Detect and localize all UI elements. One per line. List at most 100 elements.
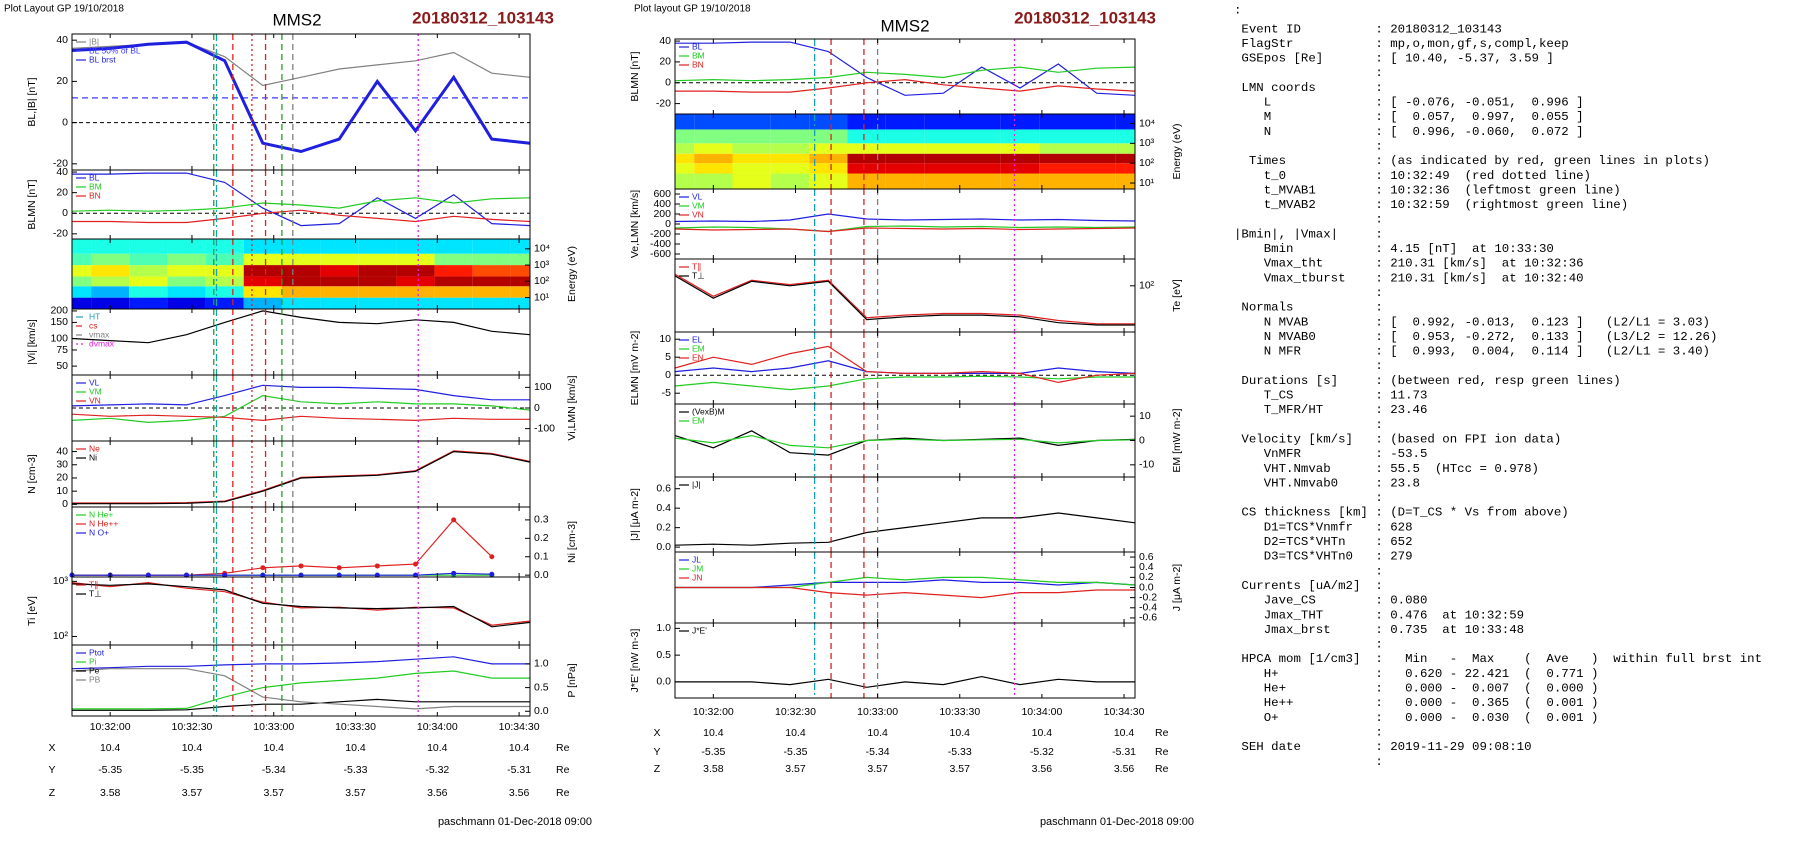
position-value: 10.4 [264, 742, 285, 754]
y-tick-label: 0 [665, 369, 671, 381]
panel: 10¹ 10² 10³ 10⁴ Energy (eV) [674, 113, 1183, 190]
spectrogram-cell [1115, 153, 1135, 164]
legend-label: BM [89, 181, 102, 191]
series-line [71, 583, 531, 628]
y-tick-label: 20 [56, 472, 68, 484]
spectrogram-cell [1000, 173, 1040, 189]
position-value: -5.35 [784, 746, 808, 758]
spectrogram-cell [129, 276, 168, 287]
series-marker [145, 572, 151, 578]
info-separator: : [1375, 755, 1382, 769]
spectrogram-cell [91, 286, 130, 298]
y-tick-label: 0.4 [656, 502, 671, 514]
x-tick-label: 10:34:30 [1104, 706, 1145, 718]
info-separator: : [1375, 432, 1382, 446]
y-tick-label: 20 [56, 186, 68, 198]
series-line [674, 345, 1136, 384]
info-label: D1=TCS*Vnmfr [1234, 520, 1353, 534]
info-label: CS thickness [km] [1234, 506, 1368, 520]
series-line [72, 450, 531, 504]
y-tick-label: 1.0 [656, 622, 671, 634]
info-label: D3=TCS*VHTn0 [1234, 550, 1353, 564]
y-tick-label: 0.5 [534, 681, 549, 693]
info-label: D2=TCS*VHTn [1234, 535, 1346, 549]
info-label: Currents [uA/m2] [1234, 579, 1360, 593]
info-label: t_MVAB1 [1234, 183, 1316, 197]
panel: 0.0 0.2 0.4 0.6 |J| [μA m-2] |J| [629, 476, 1136, 553]
spectrogram-cell [675, 129, 695, 144]
position-label: Y [653, 746, 660, 758]
info-separator: : [1375, 696, 1382, 710]
spectrogram-cell [396, 253, 435, 266]
x-tick-label: 10:33:30 [335, 721, 376, 733]
spectrogram-cell [320, 276, 359, 287]
y-tick-label: 150 [50, 316, 68, 328]
position-value: -5.32 [425, 764, 449, 776]
position-value: -5.32 [1030, 746, 1054, 758]
info-label: VHT.Nmvab [1234, 462, 1331, 476]
x-tick-label: 10:34:30 [499, 721, 540, 733]
spectrogram-cell [510, 265, 530, 277]
spectrogram-cell [129, 286, 168, 298]
y-tick-label: 400 [653, 198, 671, 210]
series-line [72, 209, 531, 224]
spectrogram-cell [72, 239, 92, 254]
info-label: GSEpos [Re] [1234, 52, 1323, 66]
y-tick-label: 0.0 [1139, 581, 1154, 593]
position-value: 3.57 [182, 787, 203, 799]
spectrogram-cell [472, 253, 511, 266]
info-separator: : [1375, 682, 1382, 696]
y-tick-label: -0.2 [1139, 591, 1157, 603]
spectrogram-cell [510, 276, 530, 287]
info-separator: : [1375, 37, 1382, 51]
position-value: 10.4 [950, 727, 971, 739]
legend-label: PB [89, 674, 101, 684]
spectrogram-cell [472, 239, 511, 254]
y-tick-label: 5 [665, 351, 671, 363]
info-separator: : [1375, 374, 1382, 388]
spectrogram-cell [167, 297, 206, 309]
legend-label: BN [89, 190, 101, 200]
series-marker [451, 517, 457, 523]
info-label: N MFR [1234, 345, 1301, 359]
y-axis-label: Energy (eV) [566, 246, 578, 302]
legend-label: cs [89, 320, 98, 330]
spectrogram-cell [885, 114, 925, 130]
info-separator: : [1375, 652, 1382, 666]
spectrogram-cell [962, 143, 1001, 154]
legend-label: EM [692, 343, 705, 353]
y-tick-label: 10¹ [1139, 177, 1155, 189]
info-label: N MVAB0 [1234, 330, 1316, 344]
legend-label: JM [692, 563, 703, 573]
series-line [71, 668, 530, 710]
legend-label: Pe [89, 665, 100, 675]
position-label: X [48, 742, 55, 754]
info-value: 10:32:49 (red dotted line) [1390, 169, 1591, 183]
info-value: 0.080 [1390, 594, 1427, 608]
y-tick-label: 0.5 [656, 649, 671, 661]
spectrogram-cell [205, 286, 244, 298]
position-unit: Re [556, 787, 570, 799]
spectrogram-cell [358, 286, 397, 298]
spectrogram-cell [885, 173, 925, 189]
legend-label: EN [692, 352, 704, 362]
series-line [71, 310, 531, 344]
spectrogram-cell [694, 143, 733, 154]
position-value: 10.4 [1114, 727, 1135, 739]
spectrogram-cell [694, 163, 733, 174]
series-line [72, 670, 530, 710]
info-separator: : [1375, 330, 1382, 344]
y-axis-label: Energy (eV) [1171, 123, 1183, 179]
spectrogram-cell [281, 239, 321, 254]
legend-label: T∥ [89, 579, 98, 589]
info-value: 0.476 at 10:32:59 [1390, 608, 1524, 622]
series-line [71, 413, 530, 422]
spectrogram-cell [694, 173, 733, 189]
series-line [72, 172, 531, 227]
y-axis-label: Ve,LMN [km/s] [629, 190, 641, 258]
info-label: Jmax_brst [1234, 623, 1331, 637]
y-axis-label: |Vi| [km/s] [26, 319, 38, 365]
y-tick-label: 10³ [53, 575, 69, 587]
info-separator: : [1375, 389, 1382, 403]
